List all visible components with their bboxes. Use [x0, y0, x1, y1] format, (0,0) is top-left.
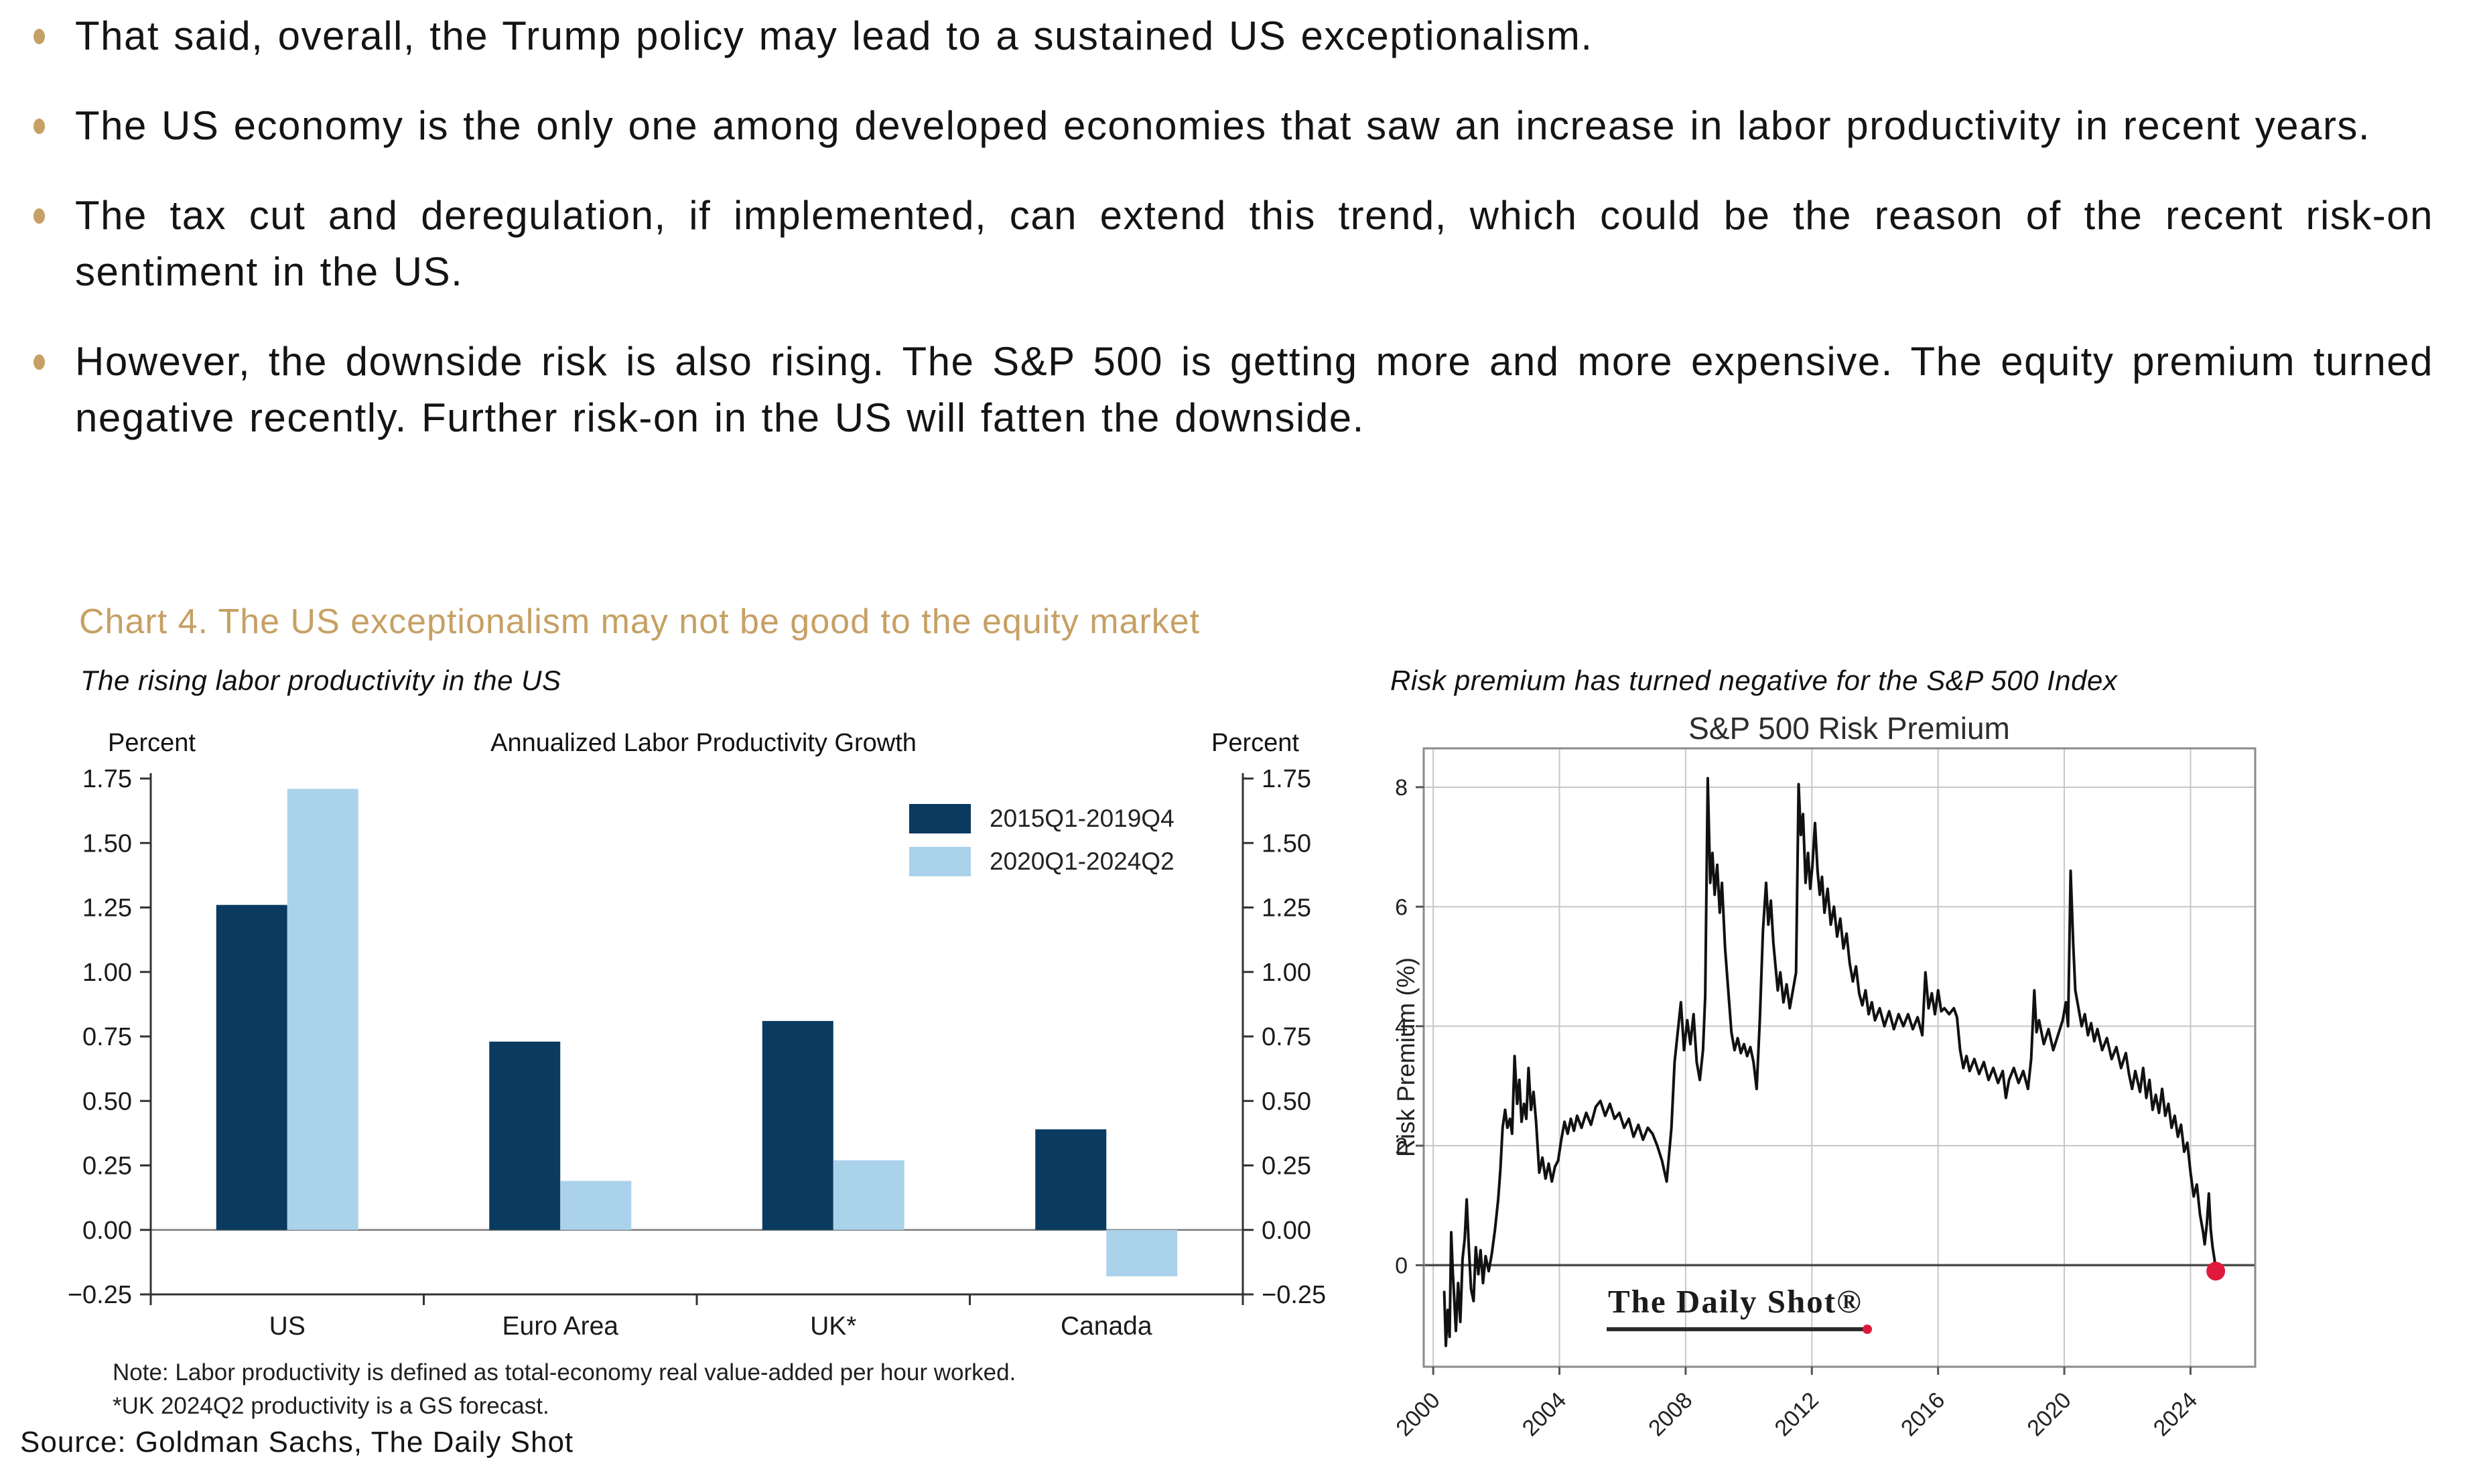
bar-chart-legend: 2015Q1-2019Q4 2020Q1-2024Q2: [909, 804, 1175, 890]
bar: [287, 789, 358, 1230]
category-label: UK*: [810, 1312, 856, 1341]
x-tick-label: 2008: [1643, 1388, 1697, 1441]
y-tick-label: 0.00: [1262, 1217, 1311, 1245]
y-tick-label: 0.75: [82, 1023, 132, 1051]
line-chart-title: S&P 500 Risk Premium: [1688, 711, 2010, 746]
percent-axis-label-right: Percent: [1211, 729, 1299, 757]
bar-chart-title: Annualized Labor Productivity Growth: [490, 729, 917, 757]
bar: [560, 1181, 632, 1230]
legend-label: 2015Q1-2019Q4: [990, 805, 1175, 832]
y-tick-label: 1.00: [82, 959, 132, 987]
legend-item: 2020Q1-2024Q2: [909, 847, 1175, 876]
y-tick-label: 0.00: [82, 1217, 132, 1245]
daily-shot-watermark: The Daily Shot®: [1607, 1282, 1872, 1334]
y-tick-label: 4: [1395, 1014, 1408, 1040]
right-chart-subtitle: Risk premium has turned negative for the…: [1390, 665, 2118, 696]
bullet-item: The US economy is the only one among dev…: [32, 98, 2433, 154]
category-label: Canada: [1061, 1312, 1152, 1341]
bar-chart-svg: 1.75 1.75 1.50 1.50 1.25 1.25 1.00 1.00 0.75 0.75…: [68, 765, 1326, 1341]
legend-swatch-lightblue: [909, 847, 971, 876]
y-tick-label: 1.50: [82, 829, 132, 858]
bullet-item: The tax cut and deregulation, if impleme…: [32, 188, 2433, 300]
bar: [216, 904, 287, 1230]
y-tick-label: 1.00: [1262, 959, 1311, 987]
bullet-item: That said, overall, the Trump policy may…: [32, 8, 2433, 64]
x-tick-label: 2004: [1518, 1388, 1571, 1441]
y-tick-label: 1.50: [1262, 829, 1311, 858]
y-tick-label: 0.75: [1262, 1023, 1311, 1051]
endpoint-dot: [2206, 1262, 2226, 1281]
line-chart-ylabel: Risk Premium (%): [1392, 957, 1420, 1158]
category-label: US: [269, 1312, 306, 1341]
x-tick-label: 2024: [2149, 1388, 2202, 1441]
bar-chart-note: Note: Labor productivity is defined as t…: [113, 1356, 1016, 1423]
y-tick-label: 0.50: [82, 1087, 132, 1116]
category-label: Euro Area: [502, 1312, 619, 1341]
line-chart-svg: 0 2 4 6 8 2000 2004 2008 2012 2016 2020 2024: [1391, 747, 2257, 1441]
x-tick-label: 2000: [1391, 1388, 1445, 1441]
bar: [489, 1041, 561, 1230]
y-tick-label: 0.25: [82, 1152, 132, 1181]
note-line: Note: Labor productivity is defined as t…: [113, 1359, 1016, 1386]
y-tick-label: 1.75: [1262, 765, 1311, 793]
y-tick-label: −0.25: [1262, 1281, 1326, 1309]
y-tick-label: 0: [1395, 1253, 1408, 1278]
legend-item: 2015Q1-2019Q4: [909, 804, 1175, 833]
percent-axis-label-left: Percent: [108, 729, 196, 757]
bar: [1106, 1229, 1178, 1277]
source-text: Source: Goldman Sachs, The Daily Shot: [20, 1426, 574, 1459]
legend-swatch-navy: [909, 804, 971, 833]
risk-premium-line: [1442, 777, 2218, 1347]
y-tick-label: 8: [1395, 775, 1408, 801]
y-tick-label: 1.25: [82, 894, 132, 923]
x-tick-label: 2020: [2022, 1388, 2076, 1441]
legend-label: 2020Q1-2024Q2: [990, 848, 1175, 875]
plot-border: [1422, 747, 2257, 1368]
y-tick-label: 1.25: [1262, 894, 1311, 923]
y-tick-label: 2: [1395, 1134, 1408, 1159]
y-tick-label: −0.25: [68, 1281, 132, 1309]
bar: [833, 1160, 904, 1230]
bar: [762, 1020, 833, 1230]
bullet-list: That said, overall, the Trump policy may…: [32, 8, 2433, 480]
y-tick-label: 0.50: [1262, 1087, 1311, 1116]
left-chart-subtitle: The rising labor productivity in the US: [80, 665, 561, 696]
note-line: *UK 2024Q2 productivity is a GS forecast…: [113, 1393, 549, 1419]
y-tick-label: 1.75: [82, 765, 132, 793]
x-tick-label: 2016: [1896, 1388, 1950, 1441]
bar-chart-header: Percent Annualized Labor Productivity Gr…: [64, 729, 1337, 758]
chart-section-heading: Chart 4. The US exceptionalism may not b…: [79, 602, 1201, 641]
bullet-item: However, the downside risk is also risin…: [32, 334, 2433, 446]
bar: [1035, 1129, 1107, 1230]
x-tick-label: 2012: [1770, 1388, 1824, 1441]
y-tick-label: 0.25: [1262, 1152, 1311, 1181]
y-tick-label: 6: [1395, 894, 1408, 920]
